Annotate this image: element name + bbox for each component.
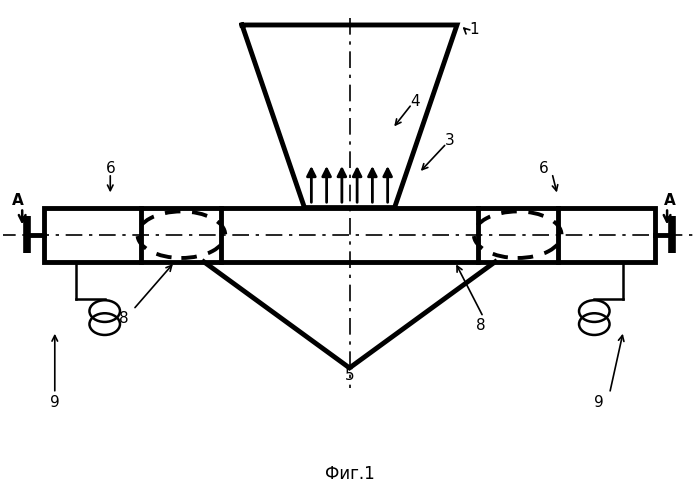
- Text: 3: 3: [445, 133, 455, 148]
- Text: 8: 8: [120, 311, 129, 326]
- Text: 6: 6: [539, 161, 549, 176]
- Text: 9: 9: [50, 395, 59, 410]
- Text: Фиг.1: Фиг.1: [324, 465, 375, 483]
- Text: 4: 4: [410, 94, 420, 109]
- Text: 5: 5: [345, 368, 354, 383]
- Text: 9: 9: [594, 395, 604, 410]
- Text: 6: 6: [106, 161, 115, 176]
- Text: A: A: [664, 193, 676, 208]
- Text: A: A: [12, 193, 24, 208]
- Text: 8: 8: [477, 318, 486, 333]
- Text: 1: 1: [470, 22, 479, 37]
- Bar: [44, 208, 655, 262]
